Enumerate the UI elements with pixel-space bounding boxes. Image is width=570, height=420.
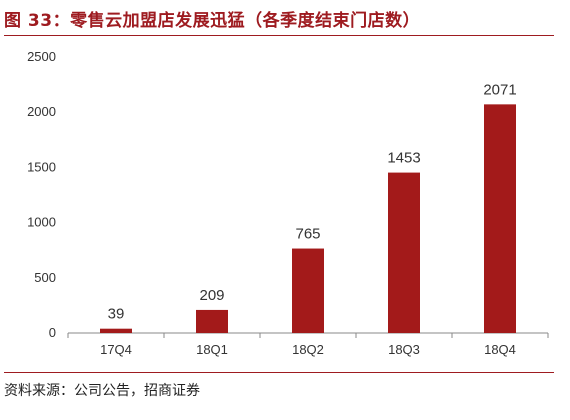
x-tick-label: 18Q4	[484, 342, 516, 357]
x-tick-label: 17Q4	[100, 342, 132, 357]
data-label: 209	[199, 287, 224, 304]
title-divider	[4, 35, 554, 36]
bar-chart: 0 500 1000 1500 2000 2500 39 17Q4 209 18Q1 765 18Q2…	[27, 49, 549, 357]
data-label: 39	[108, 306, 125, 323]
y-tick-label: 500	[34, 270, 56, 285]
x-tick-label: 18Q2	[292, 342, 324, 357]
bar	[292, 248, 324, 333]
bar	[196, 309, 228, 333]
y-tick-label: 2500	[27, 49, 56, 64]
bar	[484, 104, 516, 333]
figure-title: 图 33：零售云加盟店发展迅猛（各季度结束门店数）	[4, 11, 421, 31]
source-divider	[4, 372, 554, 373]
x-tick-label: 18Q1	[196, 342, 228, 357]
y-tick-label: 1000	[27, 215, 56, 230]
x-tick-label: 18Q3	[388, 342, 420, 357]
y-tick-label: 2000	[27, 104, 56, 119]
data-label: 765	[295, 226, 320, 243]
data-label: 1453	[387, 150, 420, 167]
y-tick-label: 0	[49, 325, 56, 340]
source-note: 资料来源：公司公告，招商证券	[4, 383, 200, 399]
bar	[100, 328, 132, 333]
bar	[388, 172, 420, 333]
y-tick-label: 1500	[27, 159, 56, 174]
data-label: 2071	[483, 81, 516, 98]
